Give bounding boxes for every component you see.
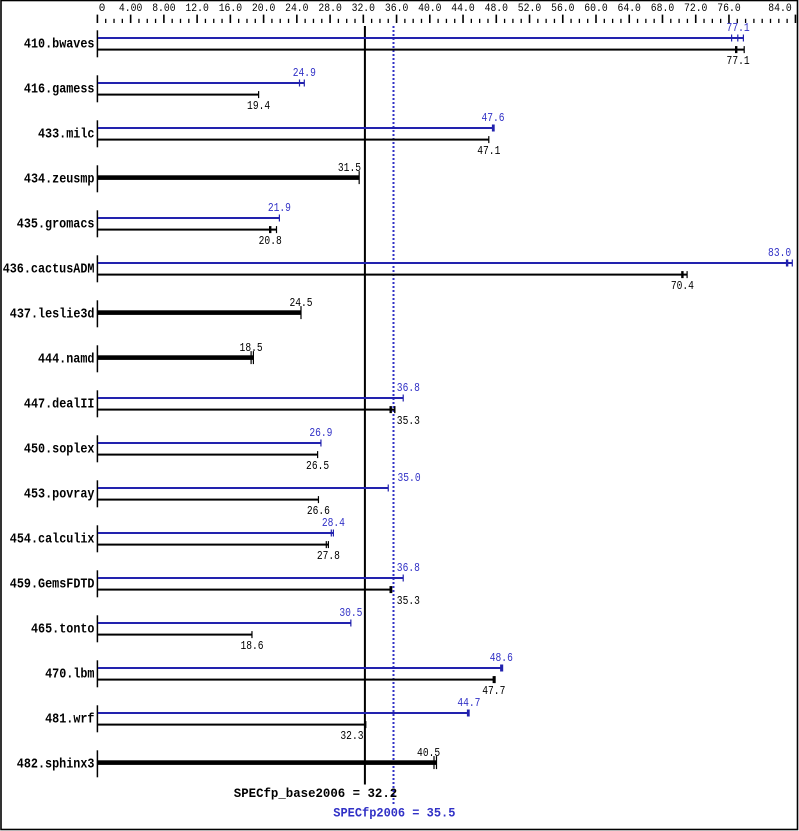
- svg-text:450.soplex: 450.soplex: [24, 441, 95, 457]
- svg-text:416.gamess: 416.gamess: [24, 81, 95, 97]
- svg-text:444.namd: 444.namd: [38, 351, 95, 367]
- svg-text:48.6: 48.6: [490, 652, 513, 665]
- svg-text:70.4: 70.4: [671, 280, 694, 293]
- svg-text:465.tonto: 465.tonto: [31, 621, 95, 637]
- svg-text:35.0: 35.0: [398, 472, 421, 485]
- svg-text:436.cactusADM: 436.cactusADM: [3, 261, 95, 277]
- svg-text:0: 0: [99, 3, 106, 15]
- svg-text:470.lbm: 470.lbm: [45, 666, 94, 682]
- svg-text:482.sphinx3: 482.sphinx3: [17, 756, 95, 772]
- svg-text:77.1: 77.1: [727, 55, 750, 68]
- svg-text:64.0: 64.0: [618, 3, 641, 15]
- svg-text:36.0: 36.0: [385, 3, 408, 15]
- svg-text:SPECfp_base2006 = 32.2: SPECfp_base2006 = 32.2: [234, 786, 398, 801]
- svg-text:72.0: 72.0: [684, 3, 707, 15]
- svg-text:40.5: 40.5: [417, 747, 440, 760]
- svg-text:31.5: 31.5: [338, 162, 361, 175]
- svg-text:434.zeusmp: 434.zeusmp: [24, 171, 95, 187]
- svg-text:8.00: 8.00: [152, 3, 175, 15]
- svg-text:433.milc: 433.milc: [38, 126, 95, 142]
- svg-text:454.calculix: 454.calculix: [10, 531, 95, 547]
- svg-text:21.9: 21.9: [268, 202, 291, 215]
- svg-text:35.3: 35.3: [397, 595, 420, 608]
- svg-text:16.0: 16.0: [219, 3, 242, 15]
- svg-text:4.00: 4.00: [119, 3, 142, 15]
- svg-text:47.6: 47.6: [481, 112, 504, 125]
- svg-text:459.GemsFDTD: 459.GemsFDTD: [10, 576, 95, 592]
- svg-text:47.1: 47.1: [477, 145, 500, 158]
- svg-text:60.0: 60.0: [584, 3, 607, 15]
- svg-text:76.0: 76.0: [717, 3, 740, 15]
- svg-text:28.4: 28.4: [322, 517, 345, 530]
- svg-text:36.8: 36.8: [397, 562, 420, 575]
- svg-text:47.7: 47.7: [482, 685, 505, 698]
- svg-text:40.0: 40.0: [418, 3, 441, 15]
- svg-text:453.povray: 453.povray: [24, 486, 95, 502]
- svg-text:19.4: 19.4: [247, 100, 270, 113]
- svg-text:435.gromacs: 435.gromacs: [17, 216, 95, 232]
- svg-text:27.8: 27.8: [317, 550, 340, 563]
- svg-text:18.5: 18.5: [240, 342, 263, 355]
- svg-text:28.0: 28.0: [318, 3, 341, 15]
- svg-text:44.7: 44.7: [457, 697, 480, 710]
- svg-text:48.0: 48.0: [485, 3, 508, 15]
- svg-text:410.bwaves: 410.bwaves: [24, 36, 95, 52]
- svg-text:36.8: 36.8: [397, 382, 420, 395]
- svg-text:20.0: 20.0: [252, 3, 275, 15]
- svg-text:30.5: 30.5: [339, 607, 362, 620]
- svg-text:447.dealII: 447.dealII: [24, 396, 95, 412]
- svg-text:12.0: 12.0: [185, 3, 208, 15]
- svg-text:24.5: 24.5: [289, 297, 312, 310]
- svg-text:35.3: 35.3: [397, 415, 420, 428]
- svg-text:52.0: 52.0: [518, 3, 541, 15]
- svg-text:24.0: 24.0: [285, 3, 308, 15]
- svg-text:26.6: 26.6: [307, 505, 330, 518]
- svg-text:SPECfp2006 = 35.5: SPECfp2006 = 35.5: [333, 805, 455, 820]
- svg-text:68.0: 68.0: [651, 3, 674, 15]
- svg-text:77.1: 77.1: [727, 22, 750, 35]
- svg-text:84.0: 84.0: [768, 3, 791, 15]
- svg-text:437.leslie3d: 437.leslie3d: [10, 306, 95, 322]
- svg-text:481.wrf: 481.wrf: [45, 711, 94, 727]
- svg-text:83.0: 83.0: [768, 247, 791, 260]
- svg-text:18.6: 18.6: [240, 640, 263, 653]
- svg-text:32.3: 32.3: [340, 730, 363, 743]
- svg-text:44.0: 44.0: [451, 3, 474, 15]
- svg-text:32.0: 32.0: [352, 3, 375, 15]
- svg-text:26.5: 26.5: [306, 460, 329, 473]
- svg-text:24.9: 24.9: [293, 67, 316, 80]
- svg-text:56.0: 56.0: [551, 3, 574, 15]
- svg-text:20.8: 20.8: [259, 235, 282, 248]
- svg-text:26.9: 26.9: [309, 427, 332, 440]
